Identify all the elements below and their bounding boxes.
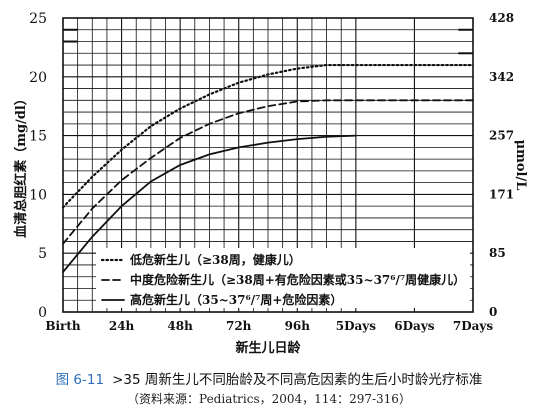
legend-label: 低危新生儿（≥38周，健康儿） [129, 252, 301, 267]
figure-source: （资料来源：Pediatrics，2004，114：297-316） [127, 392, 411, 406]
y-axis-label: 血清总胆红素（mg/dl） [13, 92, 29, 238]
legend-label: 中度危险新生儿（≥38周+有危险因素或35~37⁶/⁷周健康儿） [130, 272, 465, 287]
x-tick-label: 72h [226, 319, 252, 333]
y2-tick-label: 0 [489, 305, 497, 319]
figure-caption: 图 6-11 >35 周新生儿不同胎龄及不同高危因素的生后小时龄光疗标准 [0, 368, 538, 388]
chart-legend: 低危新生儿（≥38周，健康儿） 中度危险新生儿（≥38周+有危险因素或35~37⁶… [96, 248, 470, 308]
legend-label: 高危新生儿（35~37⁶/⁷周+危险因素） [130, 292, 342, 307]
x-axis-label: 新生儿日龄 [235, 340, 301, 356]
x-tick-label: 48h [167, 319, 193, 333]
y2-axis-label: μmol/L [513, 140, 528, 191]
y2-tick-label: 342 [489, 70, 514, 84]
x-tick-label: 7Days [453, 319, 494, 333]
series-line-solid [62, 134, 357, 273]
x-tick-label: Birth [45, 319, 81, 333]
y2-tick-label: 428 [489, 11, 514, 25]
x-tick-label: 6Days [394, 319, 435, 333]
x-tick-label: 5Days [336, 319, 377, 333]
figure-title: >35 周新生儿不同胎龄及不同高危因素的生后小时龄光疗标准 [112, 372, 483, 388]
series-line-dotted [61, 63, 475, 209]
x-tick-label: 24h [109, 319, 135, 333]
y-tick-label: 20 [29, 70, 47, 86]
bilirubin-chart: 0 5 10 15 20 25 0 85 171 257 342 428 Birth 24h 48h 72h 9… [13, 11, 528, 356]
figure-label: 图 6-11 [55, 372, 105, 388]
chart-series [61, 63, 475, 273]
y-tick-label: 0 [38, 305, 47, 321]
y-tick-label: 15 [29, 129, 47, 145]
y2-tick-label: 85 [489, 246, 506, 260]
legend-box [96, 248, 470, 308]
y-tick-label: 5 [38, 246, 47, 262]
x-tick-label: 96h [285, 319, 311, 333]
series-line-dashed [62, 99, 474, 245]
y2-tick-label: 257 [489, 129, 514, 143]
y2-tick-label: 171 [489, 187, 514, 201]
y-tick-label: 25 [29, 11, 47, 27]
chart-axes: 0 5 10 15 20 25 0 85 171 257 342 428 Birth 24h 48h 72h 9… [13, 11, 528, 356]
y-tick-label: 10 [29, 187, 47, 203]
